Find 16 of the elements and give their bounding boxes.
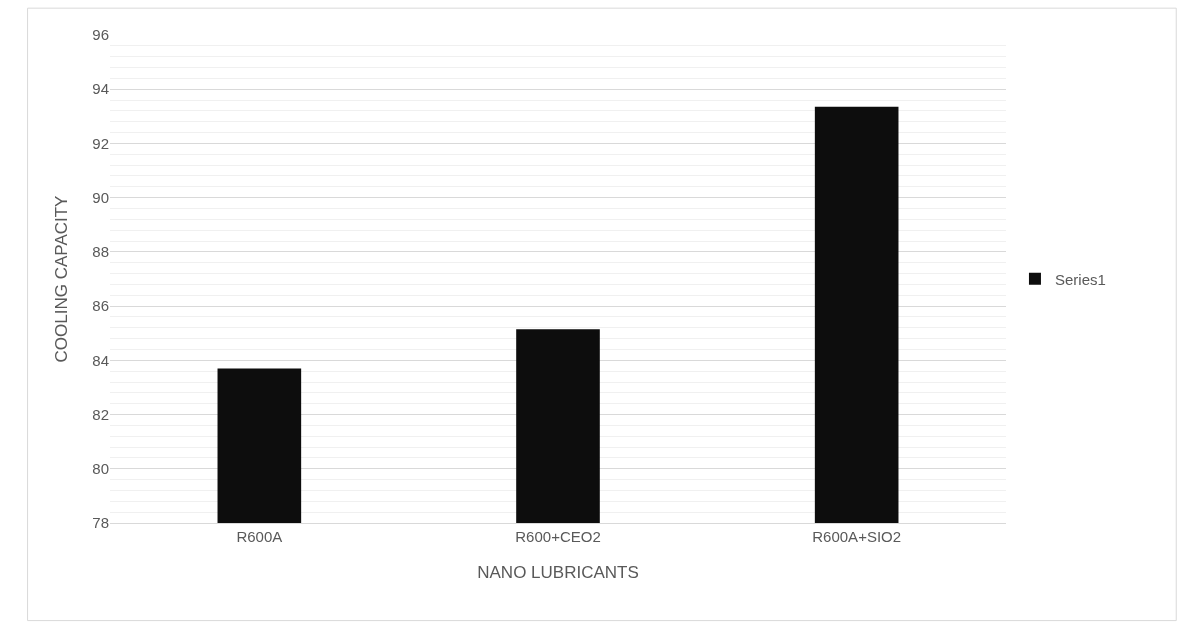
y-axis-title: COOLING CAPACITY <box>51 195 71 363</box>
x-tick-label: R600A+SIO2 <box>812 528 902 545</box>
y-tick-label: 94 <box>92 80 109 98</box>
x-tick-label: R600A <box>236 528 283 545</box>
y-tick-label: 90 <box>92 188 109 206</box>
y-tick-label: 96 <box>92 26 109 44</box>
y-tick-label: 84 <box>92 351 109 369</box>
y-tick-label: 88 <box>92 243 109 261</box>
y-tick-label: 78 <box>92 514 109 532</box>
y-tick-label: 86 <box>92 297 109 315</box>
y-tick-label: 80 <box>92 460 109 478</box>
x-axis-title: NANO LUBRICANTS <box>477 563 639 583</box>
y-tick-label: 82 <box>92 405 109 423</box>
legend-label: Series1 <box>1054 270 1106 288</box>
y-tick-label: 92 <box>92 134 109 152</box>
x-tick-label: R600+CEO2 <box>515 528 601 545</box>
